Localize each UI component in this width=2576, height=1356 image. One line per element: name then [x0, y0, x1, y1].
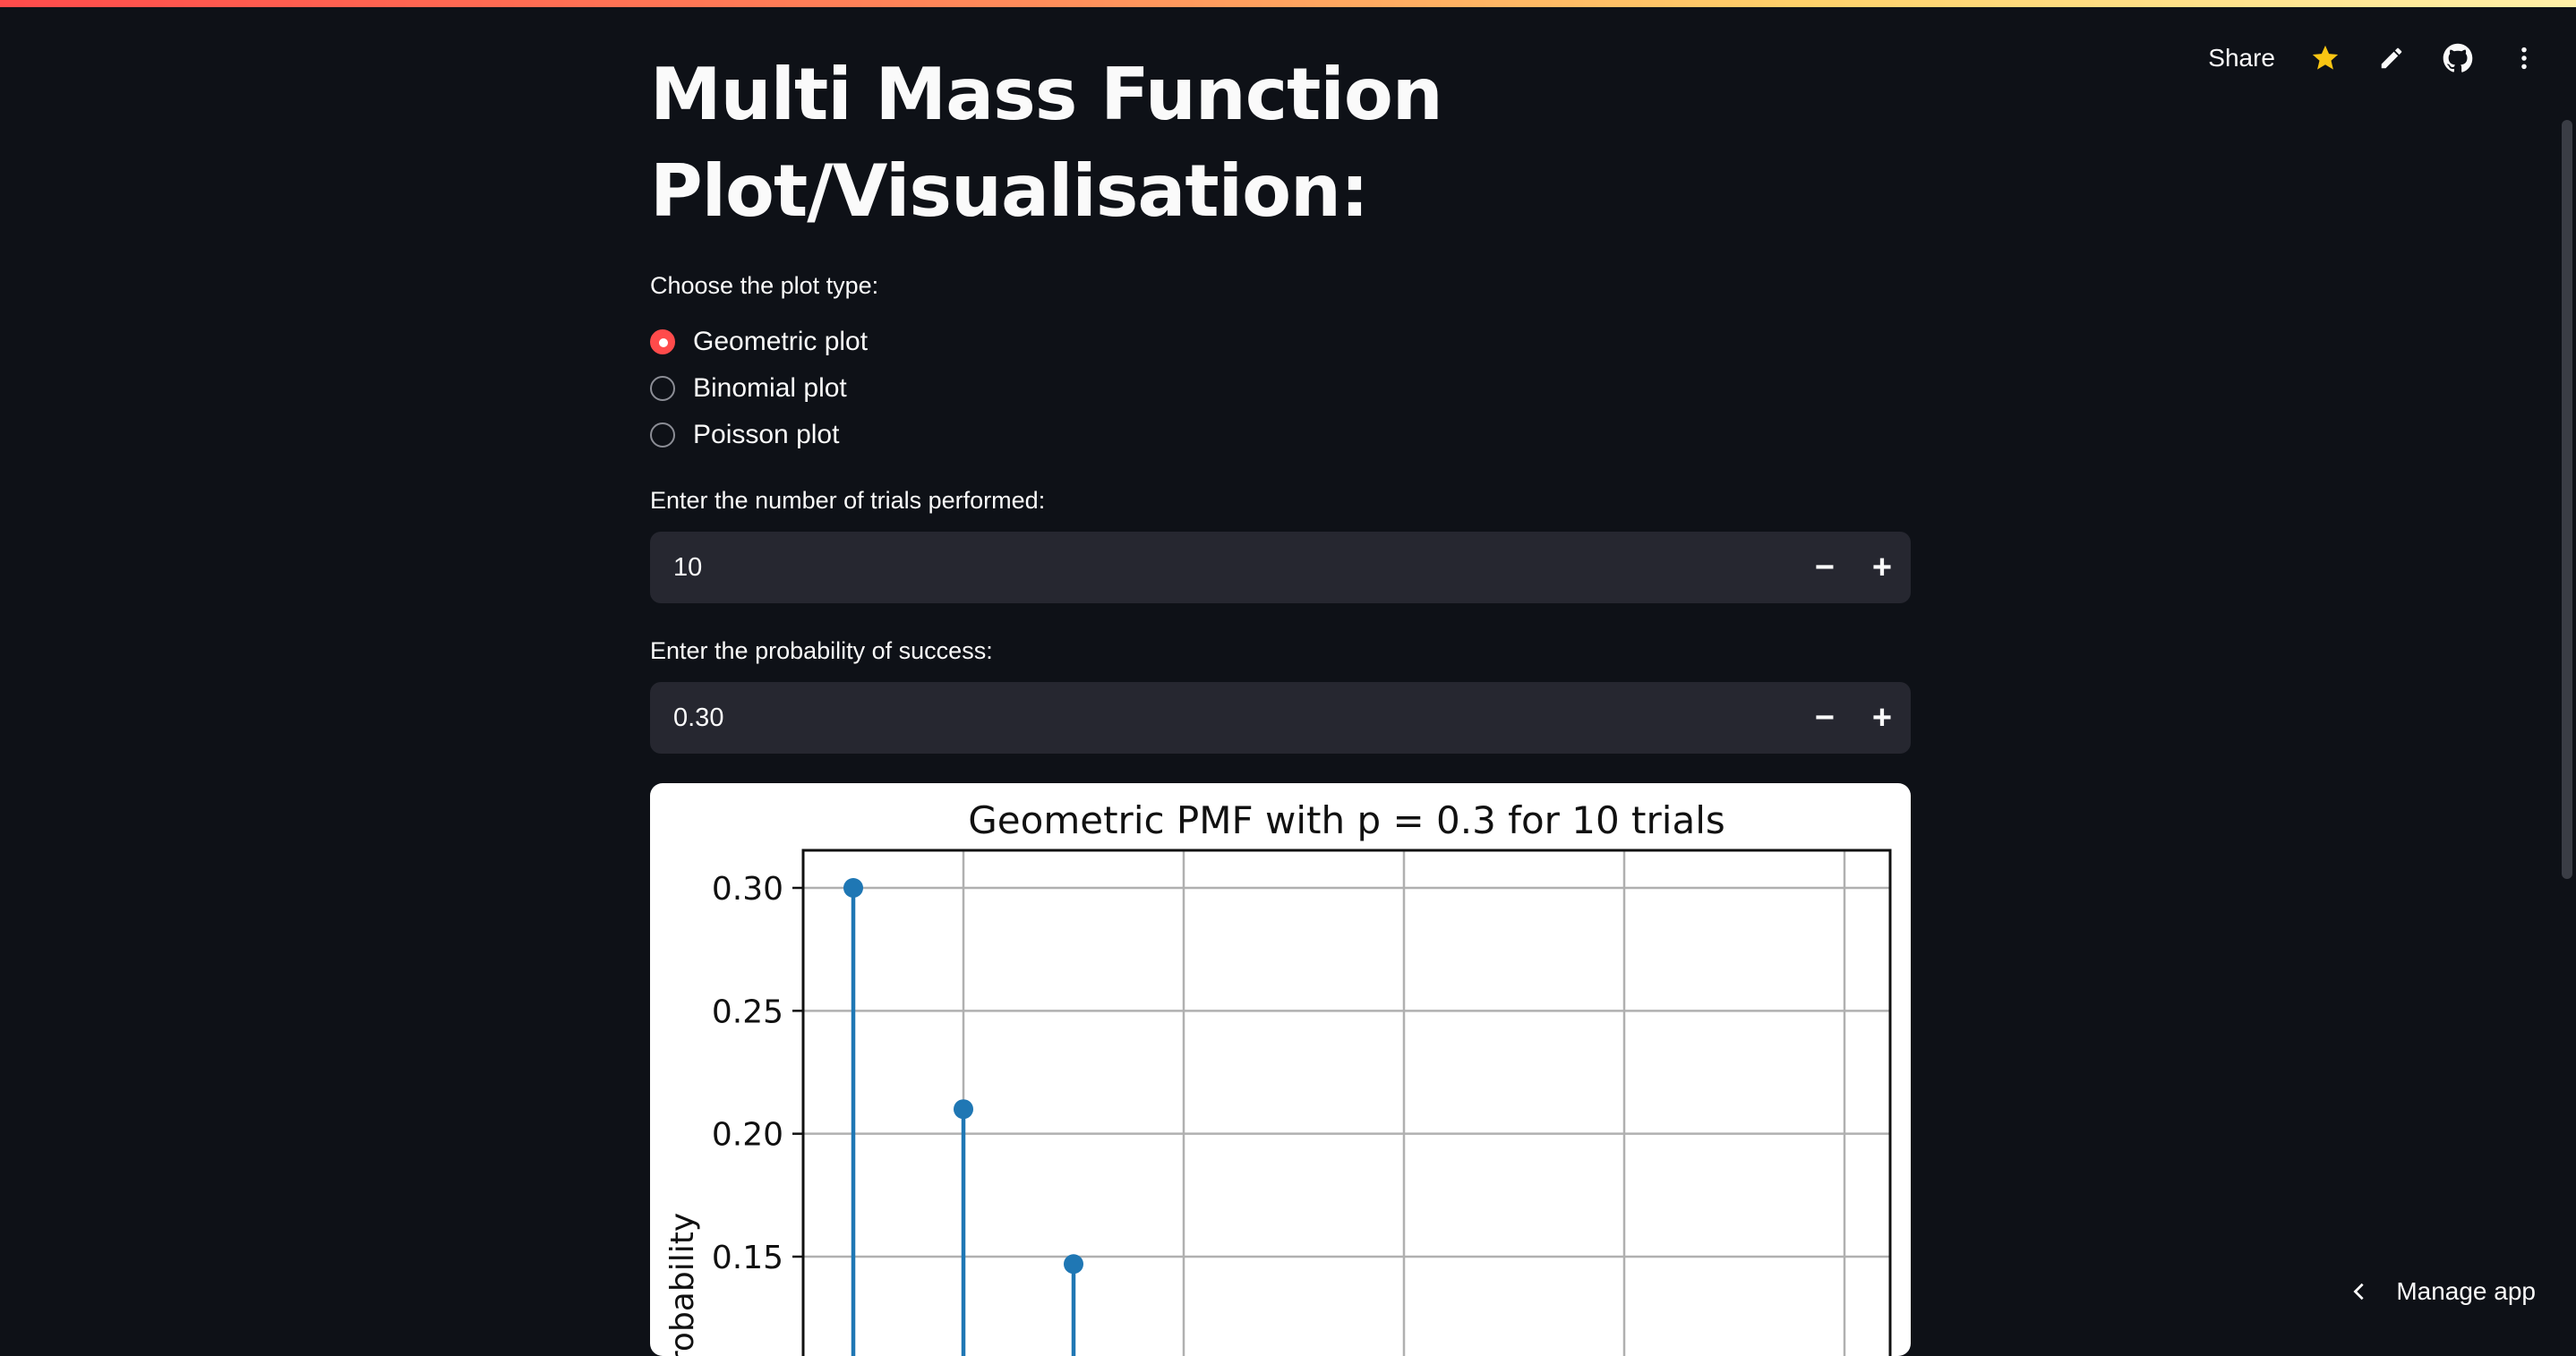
probability-decrement-button[interactable]: −	[1796, 682, 1853, 754]
stem-marker	[843, 878, 863, 898]
scrollbar-thumb[interactable]	[2562, 120, 2572, 879]
probability-value-field[interactable]: 0.30	[650, 704, 1796, 733]
radio-geometric-plot[interactable]: Geometric plot	[650, 319, 868, 365]
manage-app-button[interactable]: Manage app	[2349, 1277, 2536, 1306]
stem-marker	[1064, 1254, 1083, 1274]
app-toolbar: Share	[2208, 36, 2540, 81]
probability-label: Enter the probability of success:	[650, 637, 993, 665]
trials-value-field[interactable]: 10	[650, 553, 1796, 583]
page-title-line-1: Multi Mass Function	[650, 53, 1442, 136]
share-button[interactable]: Share	[2208, 44, 2275, 72]
radio-binomial-plot[interactable]: Binomial plot	[650, 365, 868, 412]
radio-label: Binomial plot	[693, 373, 847, 404]
kebab-menu-icon[interactable]	[2508, 42, 2540, 74]
pmf-chart-card: Geometric PMF with p = 0.3 for 10 trials…	[650, 783, 1911, 1356]
y-axis-label: Probability	[664, 1213, 701, 1356]
radio-poisson-plot[interactable]: Poisson plot	[650, 412, 868, 458]
chevron-left-icon	[2349, 1282, 2369, 1301]
star-icon[interactable]	[2309, 42, 2341, 74]
top-decoration-bar	[0, 0, 2576, 7]
trials-label: Enter the number of trials performed:	[650, 487, 1045, 515]
probability-increment-button[interactable]: +	[1853, 682, 1911, 754]
page-title: Multi Mass Function Plot/Visualisation:	[650, 47, 1545, 240]
page-title-line-2: Plot/Visualisation:	[650, 149, 1368, 233]
y-axis-tick-label: 0.25	[712, 994, 783, 1030]
trials-number-input: 10 − +	[650, 532, 1911, 603]
radio-label: Geometric plot	[693, 327, 868, 357]
manage-app-label: Manage app	[2396, 1277, 2536, 1306]
plot-type-label: Choose the plot type:	[650, 272, 878, 300]
pmf-chart: Geometric PMF with p = 0.3 for 10 trials…	[650, 783, 1911, 1356]
probability-number-input: 0.30 − +	[650, 682, 1911, 754]
y-axis-tick-label: 0.30	[712, 871, 783, 908]
plot-type-radio-group: Geometric plot Binomial plot Poisson plo…	[650, 319, 868, 458]
chart-title: Geometric PMF with p = 0.3 for 10 trials	[968, 798, 1725, 842]
radio-label: Poisson plot	[693, 420, 839, 450]
github-icon[interactable]	[2442, 42, 2474, 74]
pencil-icon[interactable]	[2375, 42, 2408, 74]
radio-unselected-icon[interactable]	[650, 422, 675, 448]
stem-marker	[954, 1099, 973, 1119]
y-axis-tick-label: 0.15	[712, 1240, 783, 1276]
trials-decrement-button[interactable]: −	[1796, 532, 1853, 603]
y-axis-tick-label: 0.20	[712, 1117, 783, 1154]
trials-increment-button[interactable]: +	[1853, 532, 1911, 603]
radio-unselected-icon[interactable]	[650, 376, 675, 401]
radio-selected-icon[interactable]	[650, 329, 675, 354]
